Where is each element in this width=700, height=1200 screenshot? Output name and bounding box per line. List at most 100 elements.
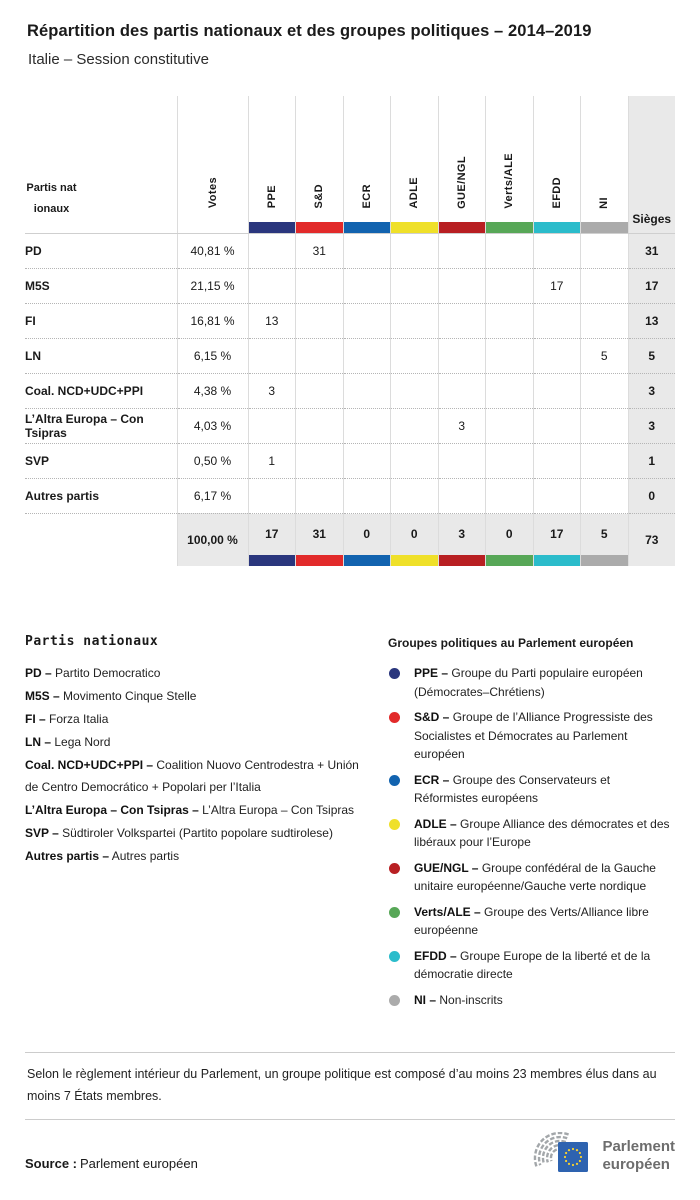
legends-section: Partis nationaux PD – Partito Democratic… <box>25 634 675 1016</box>
seat-cell <box>532 373 581 409</box>
seat-cell <box>342 443 391 479</box>
seat-cell <box>532 408 581 444</box>
political-groups-legend: Groupes politiques au Parlement européen… <box>388 634 675 1016</box>
seat-cell <box>390 303 438 339</box>
votes-cell: 6,17 % <box>176 478 248 514</box>
group-code: NI – <box>414 992 437 1007</box>
sieges-cell: 17 <box>627 268 675 304</box>
column-header-partis-nationaux: Partis nationaux <box>26 181 77 215</box>
page-subtitle: Italie – Session constitutive <box>28 51 209 68</box>
ppe-color-dot <box>389 668 400 679</box>
group-code: GUE/NGL – <box>414 860 479 875</box>
seat-cell <box>390 373 438 409</box>
seat-cell <box>390 338 438 374</box>
seat-cell <box>580 268 628 304</box>
seat-cell: 5 <box>580 338 628 374</box>
legend-party-item: L’Altra Europa – Con Tsipras – L’Altra E… <box>25 799 362 821</box>
seat-cell <box>342 303 391 339</box>
table-row-ln: LN 6,15 % 5 5 <box>25 338 675 374</box>
group-desc: Groupe des Verts/Alliance libre européen… <box>414 904 649 938</box>
sd-color-bar <box>296 555 343 566</box>
total-seat-cell: 3 <box>437 513 486 566</box>
seat-cell <box>437 268 486 304</box>
party-abbr: Coal. NCD+UDC+PPI – <box>25 758 154 772</box>
votes-cell: 21,15 % <box>176 268 248 304</box>
efdd-color-bar <box>533 555 580 566</box>
table-row-fi: FI 16,81 % 13 13 <box>25 303 675 339</box>
ep-logo-line1: Parlement <box>602 1138 675 1155</box>
column-header-vertsale: Verts/ALE <box>503 152 516 209</box>
political-groups-heading: Groupes politiques au Parlement européen <box>388 636 634 650</box>
seat-cell <box>342 338 391 374</box>
adle-color-bar <box>391 221 438 233</box>
legend-group-item: GUE/NGL – Groupe confédéral de la Gauche… <box>388 859 675 896</box>
party-abbr: SVP – <box>25 826 59 840</box>
source-text: Source : Parlement européen <box>25 1156 198 1171</box>
party-full-name: Forza Italia <box>49 712 109 726</box>
source-row: Source : Parlement européen <box>25 1132 675 1180</box>
seat-cell: 1 <box>247 443 296 479</box>
total-sieges-cell: 73 <box>627 513 675 566</box>
seat-cell <box>437 233 486 269</box>
ni-color-dot <box>389 994 400 1006</box>
seat-cell <box>295 338 343 374</box>
national-parties-heading: Partis nationaux <box>25 634 159 649</box>
seat-cell <box>295 303 343 339</box>
national-parties-legend: Partis nationaux PD – Partito Democratic… <box>25 634 362 868</box>
legend-party-item: Autres partis – Autres partis <box>25 845 362 867</box>
seat-cell <box>247 268 296 304</box>
seat-cell <box>390 478 438 514</box>
seat-cell <box>390 443 438 479</box>
group-desc: Groupe du Parti populaire européen (Démo… <box>414 666 643 699</box>
seat-cell <box>485 268 533 304</box>
party-name: LN <box>25 338 177 374</box>
guengl-color-dot <box>389 862 400 874</box>
column-header-ecr: ECR <box>360 184 373 209</box>
column-header-sd: S&D <box>313 184 326 209</box>
sd-color-bar <box>296 221 343 233</box>
efdd-color-dot <box>389 950 400 962</box>
seat-cell: 3 <box>247 373 296 409</box>
party-abbr: FI – <box>25 712 46 726</box>
votes-cell: 40,81 % <box>176 233 248 269</box>
legend-party-item: M5S – Movimento Cinque Stelle <box>25 685 362 707</box>
seat-cell <box>437 443 486 479</box>
seat-cell <box>580 443 628 479</box>
efdd-color-bar <box>533 221 580 233</box>
seat-cell <box>532 303 581 339</box>
total-seat-cell: 31 <box>295 513 343 566</box>
column-header-votes: Votes <box>206 177 219 209</box>
party-name: FI <box>25 303 177 339</box>
seat-cell <box>532 233 581 269</box>
total-seat-cell: 5 <box>580 513 628 566</box>
results-table: Partis nationaux Votes PPE S&D ECR ADLE … <box>25 96 675 566</box>
seat-cell <box>295 443 343 479</box>
votes-cell: 0,50 % <box>176 443 248 479</box>
ecr-color-bar <box>343 555 390 566</box>
seat-cell <box>485 478 533 514</box>
adle-color-bar <box>391 555 438 566</box>
party-full-name: Coalition Nuovo Centrodestra + Unión de … <box>25 758 359 794</box>
group-desc: Non-inscrits <box>439 992 503 1007</box>
sieges-cell: 5 <box>627 338 675 374</box>
legend-group-item: Verts/ALE – Groupe des Verts/Alliance li… <box>388 903 675 940</box>
sieges-cell: 13 <box>627 303 675 339</box>
ni-color-bar <box>581 221 628 233</box>
ecr-color-dot <box>389 774 400 786</box>
seat-cell <box>390 233 438 269</box>
legend-party-item: Coal. NCD+UDC+PPI – Coalition Nuovo Cent… <box>25 754 362 798</box>
table-row-coal: Coal. NCD+UDC+PPI 4,38 % 3 3 <box>25 373 675 409</box>
seat-cell <box>247 478 296 514</box>
source-label: Source : <box>25 1155 78 1171</box>
table-header-row: Partis nationaux Votes PPE S&D ECR ADLE … <box>25 96 675 234</box>
group-desc: Groupe Europe de la liberté et de la dém… <box>414 948 651 982</box>
vertsale-color-dot <box>389 906 400 918</box>
group-desc: Groupe de l’Alliance Progressiste des So… <box>414 710 653 761</box>
seat-cell: 31 <box>295 233 343 269</box>
guengl-color-bar <box>438 221 485 233</box>
vertsale-color-bar <box>486 221 533 233</box>
table-row-svp: SVP 0,50 % 1 1 <box>25 443 675 479</box>
total-seat-cell: 0 <box>390 513 438 566</box>
party-name: M5S <box>25 268 177 304</box>
